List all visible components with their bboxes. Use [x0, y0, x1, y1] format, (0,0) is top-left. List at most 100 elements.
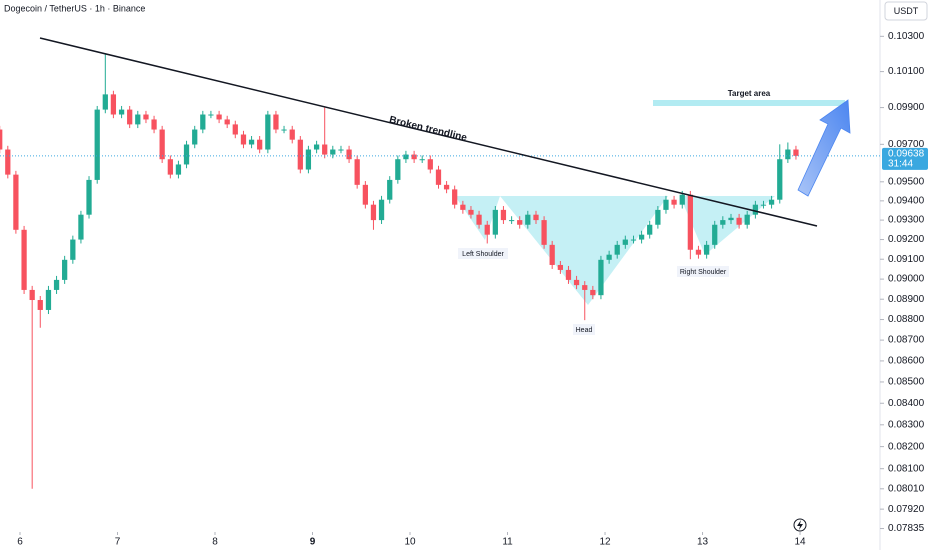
candle-body: [192, 129, 198, 145]
x-tick-label: 9: [310, 537, 316, 548]
candle-body: [736, 217, 742, 225]
candle-body: [573, 279, 580, 286]
candle-body: [53, 279, 60, 290]
y-tick-label: 0.09100: [888, 254, 925, 265]
candle-body: [338, 149, 344, 151]
candle-body: [606, 254, 612, 260]
candle-body: [435, 169, 442, 185]
candle-body: [387, 179, 393, 200]
currency-button[interactable]: [884, 1, 928, 21]
candle-body: [29, 289, 35, 301]
candle-body: [70, 239, 76, 260]
candle-body: [5, 149, 11, 175]
y-tick-label: 0.07920: [888, 504, 925, 515]
candle-body: [395, 159, 401, 180]
x-tick-label: 7: [115, 537, 121, 548]
candle-body: [289, 129, 295, 140]
y-tick-label: 0.08100: [888, 463, 925, 474]
candle-body: [216, 114, 222, 120]
y-tick-label: 0.10100: [888, 66, 925, 77]
y-tick-label: 0.09200: [888, 234, 925, 245]
y-tick-label: 0.08800: [888, 314, 925, 325]
candle-body: [297, 139, 303, 170]
candle-body: [248, 139, 255, 145]
candle-body: [208, 114, 214, 116]
candle-body: [720, 220, 726, 225]
candle-body: [517, 220, 523, 225]
y-tick-label: 0.07835: [888, 523, 925, 534]
x-tick-label: 8: [212, 537, 218, 548]
candle-body: [403, 154, 409, 160]
y-tick-label: 0.08010: [888, 483, 925, 494]
candle-body: [232, 124, 238, 135]
candle-body: [460, 204, 466, 210]
x-tick-label: 11: [502, 537, 513, 548]
right-shoulder-label: Right Shoulder: [680, 269, 727, 276]
candle-body: [313, 144, 320, 150]
target-label: Target area: [728, 89, 771, 98]
candle-body: [151, 119, 157, 130]
label-box: [458, 248, 508, 259]
candle-body: [86, 179, 92, 215]
x-tick-label: 14: [794, 537, 806, 548]
candle-body: [557, 264, 564, 270]
y-tick-label: 0.08900: [888, 294, 925, 305]
candle-body: [322, 144, 328, 155]
candle-body: [663, 199, 669, 210]
candle-body: [378, 199, 385, 221]
candle-body: [257, 139, 263, 150]
candle-body: [614, 244, 620, 255]
candle-body: [525, 214, 531, 225]
candle-body: [582, 285, 588, 290]
y-tick-label: 0.09900: [888, 102, 925, 113]
lightning-glyph: [797, 520, 803, 530]
candle-body: [533, 214, 539, 221]
y-tick-label: 0.09300: [888, 215, 925, 226]
candle-body: [200, 114, 206, 130]
candle-body: [427, 159, 433, 170]
y-tick-label: 0.09000: [888, 274, 925, 285]
candle-body: [695, 249, 702, 255]
left-shoulder-label: Left Shoulder: [462, 251, 504, 258]
symbol-title: Dogecoin / TetherUS · 1h · Binance: [4, 3, 145, 13]
countdown-label: 31:44: [888, 158, 913, 169]
y-tick-label: 0.08400: [888, 398, 925, 409]
y-tick-label: 0.08200: [888, 441, 925, 452]
candle-body: [630, 239, 637, 241]
candle-body: [265, 114, 271, 150]
candle-body: [728, 217, 734, 221]
currency-label: USDT: [894, 6, 919, 16]
head-label: Head: [576, 327, 593, 334]
y-tick-label: 0.09700: [888, 139, 925, 150]
x-tick-label: 13: [697, 537, 709, 548]
candle-body: [760, 204, 767, 206]
candle-body: [687, 194, 693, 250]
candle-body: [135, 114, 141, 125]
current-price-label: 0.09638: [888, 148, 925, 159]
candle-body: [508, 220, 515, 222]
candle-body: [240, 134, 247, 145]
candle-body: [712, 224, 718, 245]
candle-body: [362, 184, 368, 205]
candle-body: [541, 220, 547, 245]
label-box: [677, 266, 729, 277]
trendline: [39, 37, 818, 227]
candle-body: [785, 149, 791, 160]
y-tick-label: 0.08700: [888, 335, 925, 346]
y-tick-label: 0.08300: [888, 419, 925, 430]
candle-body: [45, 289, 52, 310]
candle-body: [777, 159, 783, 200]
label-box: [573, 324, 595, 335]
candle-body: [768, 199, 775, 205]
y-tick-label: 0.08600: [888, 356, 925, 367]
candle-body: [647, 224, 653, 235]
candle-body: [752, 204, 759, 215]
candle-body: [638, 234, 645, 240]
candle-body: [118, 109, 125, 115]
candle-body: [443, 184, 450, 190]
candle-body: [411, 154, 417, 160]
candle-body: [598, 259, 604, 296]
candle-body: [110, 94, 117, 115]
